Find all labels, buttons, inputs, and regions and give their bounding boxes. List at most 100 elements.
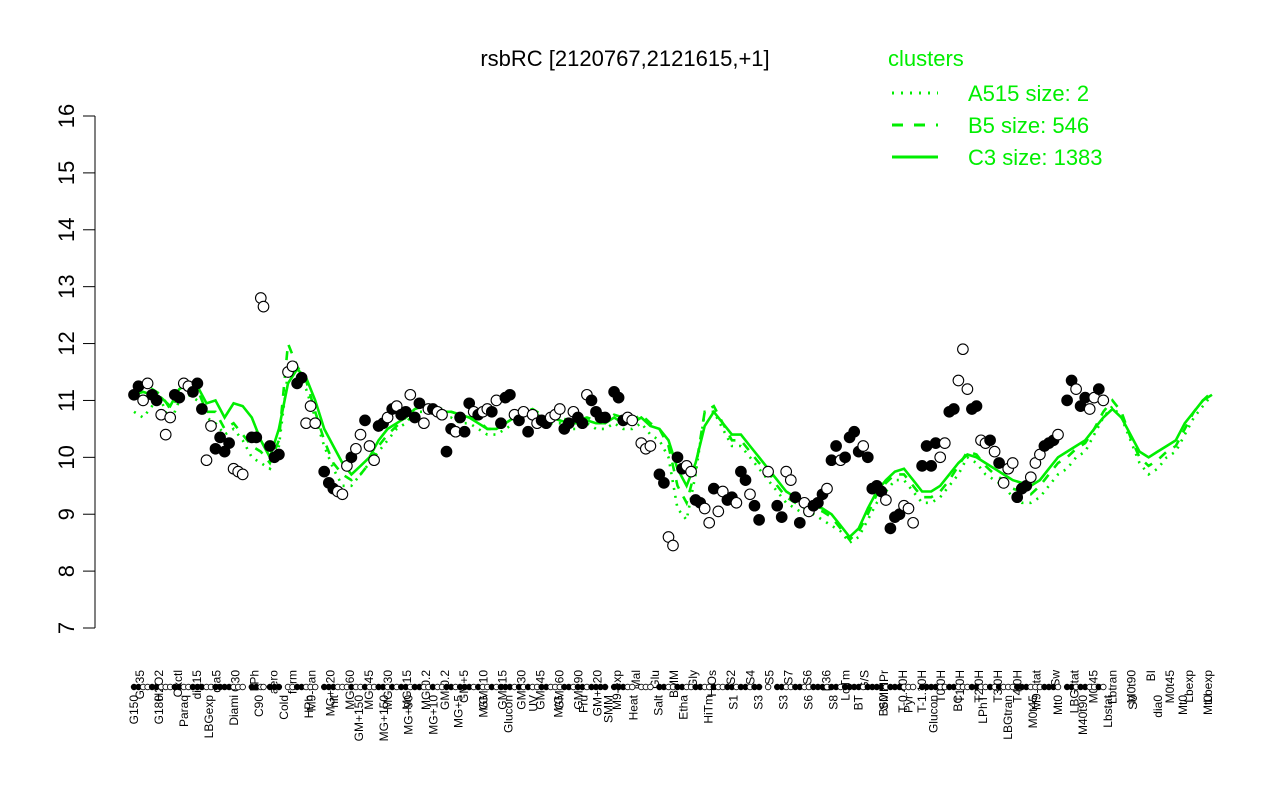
- x-tick-label: Diami: [227, 695, 241, 726]
- data-point: [286, 360, 299, 373]
- data-point: [753, 514, 765, 526]
- x-marker: [647, 683, 654, 691]
- data-point: [150, 394, 163, 407]
- x-tick-label: M40t90: [1076, 695, 1090, 735]
- data-point: [413, 397, 426, 410]
- data-point: [821, 482, 833, 495]
- data-point: [173, 391, 186, 404]
- data-point: [1024, 471, 1037, 484]
- data-point: [304, 400, 317, 412]
- x-tick-label: S8: [826, 695, 840, 710]
- x-tick-label: S7: [781, 670, 795, 685]
- x-tick-label: Salt: [652, 694, 666, 715]
- points-layer: [128, 292, 1110, 552]
- x-tick-label: GM+120: [591, 670, 605, 717]
- x-tick-label: SMM: [602, 695, 616, 723]
- x-tick-label: M0t45: [1163, 670, 1177, 704]
- data-point: [762, 465, 774, 478]
- y-tick-label: 16: [54, 104, 79, 128]
- x-tick-label: T-0.40H: [896, 670, 910, 713]
- data-point: [703, 516, 716, 529]
- data-point: [644, 440, 657, 452]
- x-tick-label: Glucon: [502, 695, 516, 733]
- x-tick-label: Sw: [1048, 670, 1062, 687]
- data-point: [562, 417, 575, 430]
- data-point: [273, 448, 285, 461]
- x-tick-label: S6: [801, 670, 815, 685]
- data-point: [997, 477, 1010, 489]
- legend-title: clusters: [888, 46, 964, 71]
- x-tick-layer: G135H2O2Oxctldia15dia5C30LPhaerofermM9-t…: [127, 669, 1215, 741]
- data-point: [934, 451, 947, 464]
- data-point: [730, 496, 743, 509]
- data-point: [418, 417, 430, 430]
- x-tick-label: LBGexp: [202, 695, 216, 739]
- y-tick-label: 14: [54, 218, 79, 242]
- x-tick-label: T-1.10H: [915, 670, 929, 713]
- data-point: [250, 431, 263, 444]
- x-tick-label: Mt0: [1176, 695, 1190, 715]
- data-point: [553, 403, 566, 415]
- x-tick-label: Lbtran: [1106, 670, 1120, 704]
- x-tick-label: GM+150: [352, 695, 366, 742]
- data-point: [993, 457, 1005, 469]
- x-tick-label: GM+30: [514, 670, 528, 710]
- data-point: [404, 388, 417, 401]
- x-tick-label: S5: [762, 670, 776, 685]
- legend: clusters A515 size: 2 B5 size: 546 C3 si…: [888, 46, 1103, 170]
- x-tick-label: HiOs: [705, 670, 719, 697]
- data-point: [771, 499, 784, 512]
- x-tick-label: Paraq: [177, 695, 191, 727]
- data-point: [295, 371, 308, 384]
- data-point: [223, 437, 235, 449]
- x-tick-label: Oxctl: [171, 670, 185, 697]
- data-point: [264, 440, 276, 452]
- data-point: [408, 411, 421, 424]
- x-tick-label: nit: [327, 694, 341, 707]
- data-point: [585, 394, 598, 407]
- legend-label-b5: B5 size: 546: [968, 113, 1089, 138]
- data-point: [309, 417, 322, 430]
- data-point: [336, 488, 349, 501]
- data-point: [1083, 403, 1096, 415]
- data-point: [214, 431, 226, 444]
- data-point: [775, 511, 788, 523]
- x-tick-label: M/G: [477, 695, 491, 718]
- x-tick-label: aero: [267, 670, 281, 694]
- data-point: [938, 437, 951, 449]
- data-point: [454, 411, 466, 424]
- y-tick-label: 15: [54, 161, 79, 185]
- x-tick-label: HiTm: [702, 695, 716, 724]
- data-point: [861, 451, 874, 464]
- data-point: [970, 400, 983, 412]
- x-tick-label: G150: [127, 695, 141, 725]
- x-marker: [755, 683, 763, 691]
- y-tick-label: 7: [54, 622, 79, 634]
- legend-label-a515: A515 size: 2: [968, 81, 1089, 106]
- x-marker: [909, 683, 917, 691]
- data-point: [988, 445, 1001, 458]
- x-tick-label: HPh: [302, 695, 316, 718]
- data-point: [599, 411, 611, 424]
- data-point: [952, 374, 965, 387]
- data-point: [839, 451, 851, 464]
- x-tick-label: Fru: [577, 695, 591, 713]
- data-point: [368, 454, 380, 467]
- x-tick-label: Lbstat: [1101, 694, 1115, 727]
- x-tick-label: S3: [751, 695, 765, 710]
- x-marker: [239, 683, 246, 691]
- data-point: [612, 391, 625, 404]
- data-point: [354, 428, 367, 441]
- data-point: [495, 417, 507, 430]
- data-point: [196, 403, 208, 415]
- x-tick-label: LBGtran: [1001, 695, 1015, 740]
- x-tick-label: Mt0: [1051, 695, 1065, 715]
- x-tick-label: LPhT: [976, 694, 990, 723]
- data-point: [830, 440, 842, 452]
- x-tick-label: ferm: [286, 670, 300, 694]
- y-axis: 7 8 9 10 11 12 13 14 15 16: [54, 104, 96, 634]
- x-tick-label: MG+10: [427, 695, 441, 735]
- x-tick-label: MG+150: [377, 695, 391, 742]
- x-tick-label: dia0: [1151, 695, 1165, 718]
